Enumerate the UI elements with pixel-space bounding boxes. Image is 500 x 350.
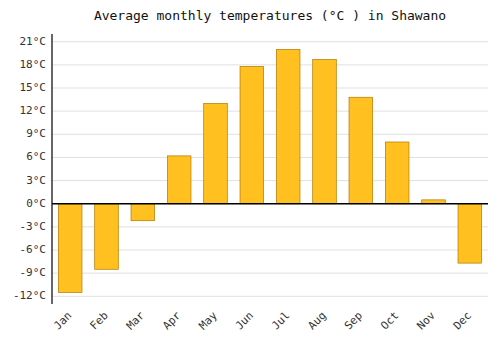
grid-line [52, 296, 488, 297]
grid-line [52, 111, 488, 112]
grid-line [52, 180, 488, 181]
bar [458, 204, 482, 263]
grid-line [52, 41, 488, 42]
grid-line [52, 157, 488, 158]
x-tick-label: May [196, 309, 220, 333]
title: Average monthly temperatures (°C ) in Sh… [94, 8, 446, 23]
zero-line [52, 203, 488, 205]
grid-line [52, 273, 488, 274]
bar [349, 97, 373, 203]
y-tick-label: -6°C [20, 243, 47, 256]
y-tick-label: -3°C [20, 220, 47, 233]
y-tick-label: 15°C [20, 81, 47, 94]
grid-line [52, 203, 488, 204]
bar [95, 204, 119, 270]
y-tick-label: 12°C [20, 104, 47, 117]
x-tick-label: Jun [233, 309, 256, 332]
y-tick-label: 3°C [26, 174, 46, 187]
grid [52, 42, 488, 297]
bar [276, 49, 300, 203]
y-tick-label: -9°C [20, 266, 47, 279]
bar [240, 66, 264, 203]
x-tick-label: Dec [451, 309, 474, 332]
bar [167, 156, 191, 204]
x-tick-label: Oct [378, 309, 401, 332]
grid-line [52, 134, 488, 135]
y-axis-line [51, 34, 52, 304]
x-tick-label: Mar [124, 309, 148, 333]
y-tick-label: 21°C [20, 35, 47, 48]
x-tick-label: Apr [160, 309, 184, 333]
grid-line [52, 88, 488, 89]
bar [58, 204, 82, 293]
x-tick-label: Jul [269, 309, 292, 332]
x-tick-label: Aug [305, 309, 328, 332]
x-tick-label: Sep [342, 309, 365, 332]
bar [385, 142, 409, 204]
y-tick-label: 9°C [26, 127, 46, 140]
y-tick-label: 18°C [20, 58, 47, 71]
x-tick-label: Jan [51, 309, 74, 332]
y-tick-label: 0°C [26, 197, 46, 210]
x-tick-label: Feb [87, 309, 110, 332]
y-tick-label: 6°C [26, 150, 46, 163]
bar [204, 103, 228, 203]
x-tick-label: Nov [414, 309, 438, 333]
bar [313, 59, 337, 203]
bar [131, 204, 155, 221]
grid-line [52, 64, 488, 65]
chart: -12°C -9°C -6°C -3°C 0°C 3°C 6°C 9°C 12°C 15°C 18°… [0, 0, 500, 350]
y-tick-label: -12°C [13, 289, 46, 302]
bars [58, 49, 481, 292]
